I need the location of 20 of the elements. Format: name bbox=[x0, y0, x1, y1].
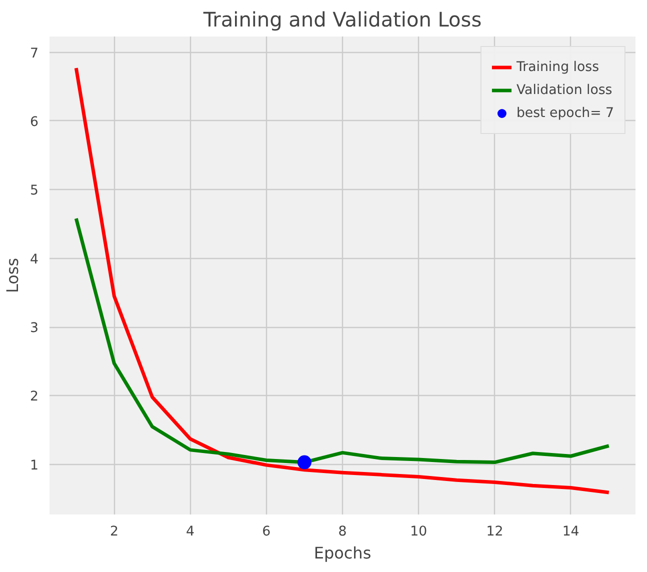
y-tick-label: 5 bbox=[30, 184, 39, 199]
chart-title: Training and Validation Loss bbox=[202, 8, 482, 32]
x-tick-label: 14 bbox=[562, 524, 580, 540]
legend-label: Training loss bbox=[516, 60, 600, 74]
legend-label: Validation loss bbox=[516, 82, 612, 98]
x-axis-title: Epochs bbox=[314, 544, 372, 562]
y-tick-label: 4 bbox=[30, 252, 39, 268]
y-tick-label: 3 bbox=[30, 321, 39, 336]
x-tick-label: 8 bbox=[338, 524, 347, 540]
x-tick-label: 6 bbox=[262, 524, 271, 540]
x-tick-label: 4 bbox=[186, 524, 195, 540]
legend-label: best epoch= 7 bbox=[516, 106, 614, 120]
y-tick-label: 1 bbox=[30, 458, 39, 474]
x-tick-label: 2 bbox=[110, 524, 118, 540]
x-tick-label: 10 bbox=[410, 524, 428, 540]
y-tick-label: 7 bbox=[30, 46, 39, 62]
y-tick-label: 2 bbox=[30, 390, 39, 405]
x-tick-label: 12 bbox=[486, 524, 504, 540]
y-axis-title: Loss bbox=[3, 258, 22, 294]
y-tick-label: 6 bbox=[30, 114, 39, 130]
